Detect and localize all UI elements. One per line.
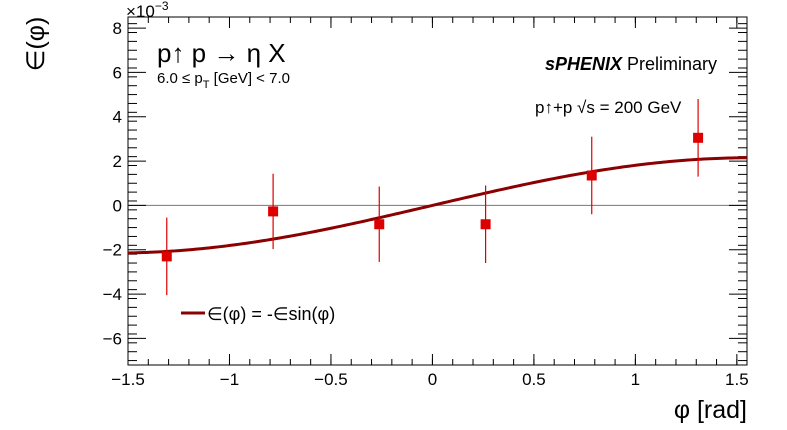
data-point — [161, 251, 172, 262]
y-tick-label: 8 — [113, 19, 122, 38]
y-tick-label: 2 — [113, 152, 122, 171]
experiment-label: sPHENIX Preliminary — [545, 54, 717, 74]
y-tick-label: −2 — [103, 241, 122, 260]
x-axis-title: φ [rad] — [674, 396, 747, 424]
x-axis-ticks: −1.5 −1 −0.5 0 0.5 1 1.5 — [111, 17, 749, 389]
x-tick-label: 1 — [631, 370, 640, 389]
y-axis-title: ∈(φ) — [22, 17, 50, 72]
pt-range-label: 6.0 ≤ pT [GeV] < 7.0 — [157, 70, 290, 91]
x-tick-label: −0.5 — [314, 370, 348, 389]
x-tick-label: −1 — [220, 370, 239, 389]
collision-label: p↑+p √s = 200 GeV — [535, 98, 682, 117]
data-point — [374, 219, 385, 230]
y-exponent: ×10−3 — [126, 0, 169, 21]
x-tick-label: 1.5 — [725, 370, 749, 389]
y-tick-label: −4 — [103, 285, 122, 304]
y-tick-label: 6 — [113, 63, 122, 82]
x-tick-label: 0.5 — [522, 370, 546, 389]
y-tick-label: 0 — [113, 196, 122, 215]
legend-label: ∈(φ) = -∈sin(φ) — [207, 304, 335, 324]
data-point — [693, 132, 704, 143]
y-axis-ticks: −6 −4 −2 0 2 4 6 8 — [103, 19, 747, 362]
x-tick-label: −1.5 — [111, 370, 145, 389]
data-point — [586, 170, 597, 181]
fit-curve — [127, 156, 748, 255]
x-tick-label: 0 — [428, 370, 437, 389]
y-tick-label: 4 — [113, 108, 122, 127]
data-point — [480, 219, 491, 230]
data-points — [161, 99, 704, 296]
y-tick-label: −6 — [103, 329, 122, 348]
data-point — [268, 206, 279, 217]
plot-frame — [127, 16, 748, 366]
process-label: p↑ p → η X — [157, 38, 286, 68]
